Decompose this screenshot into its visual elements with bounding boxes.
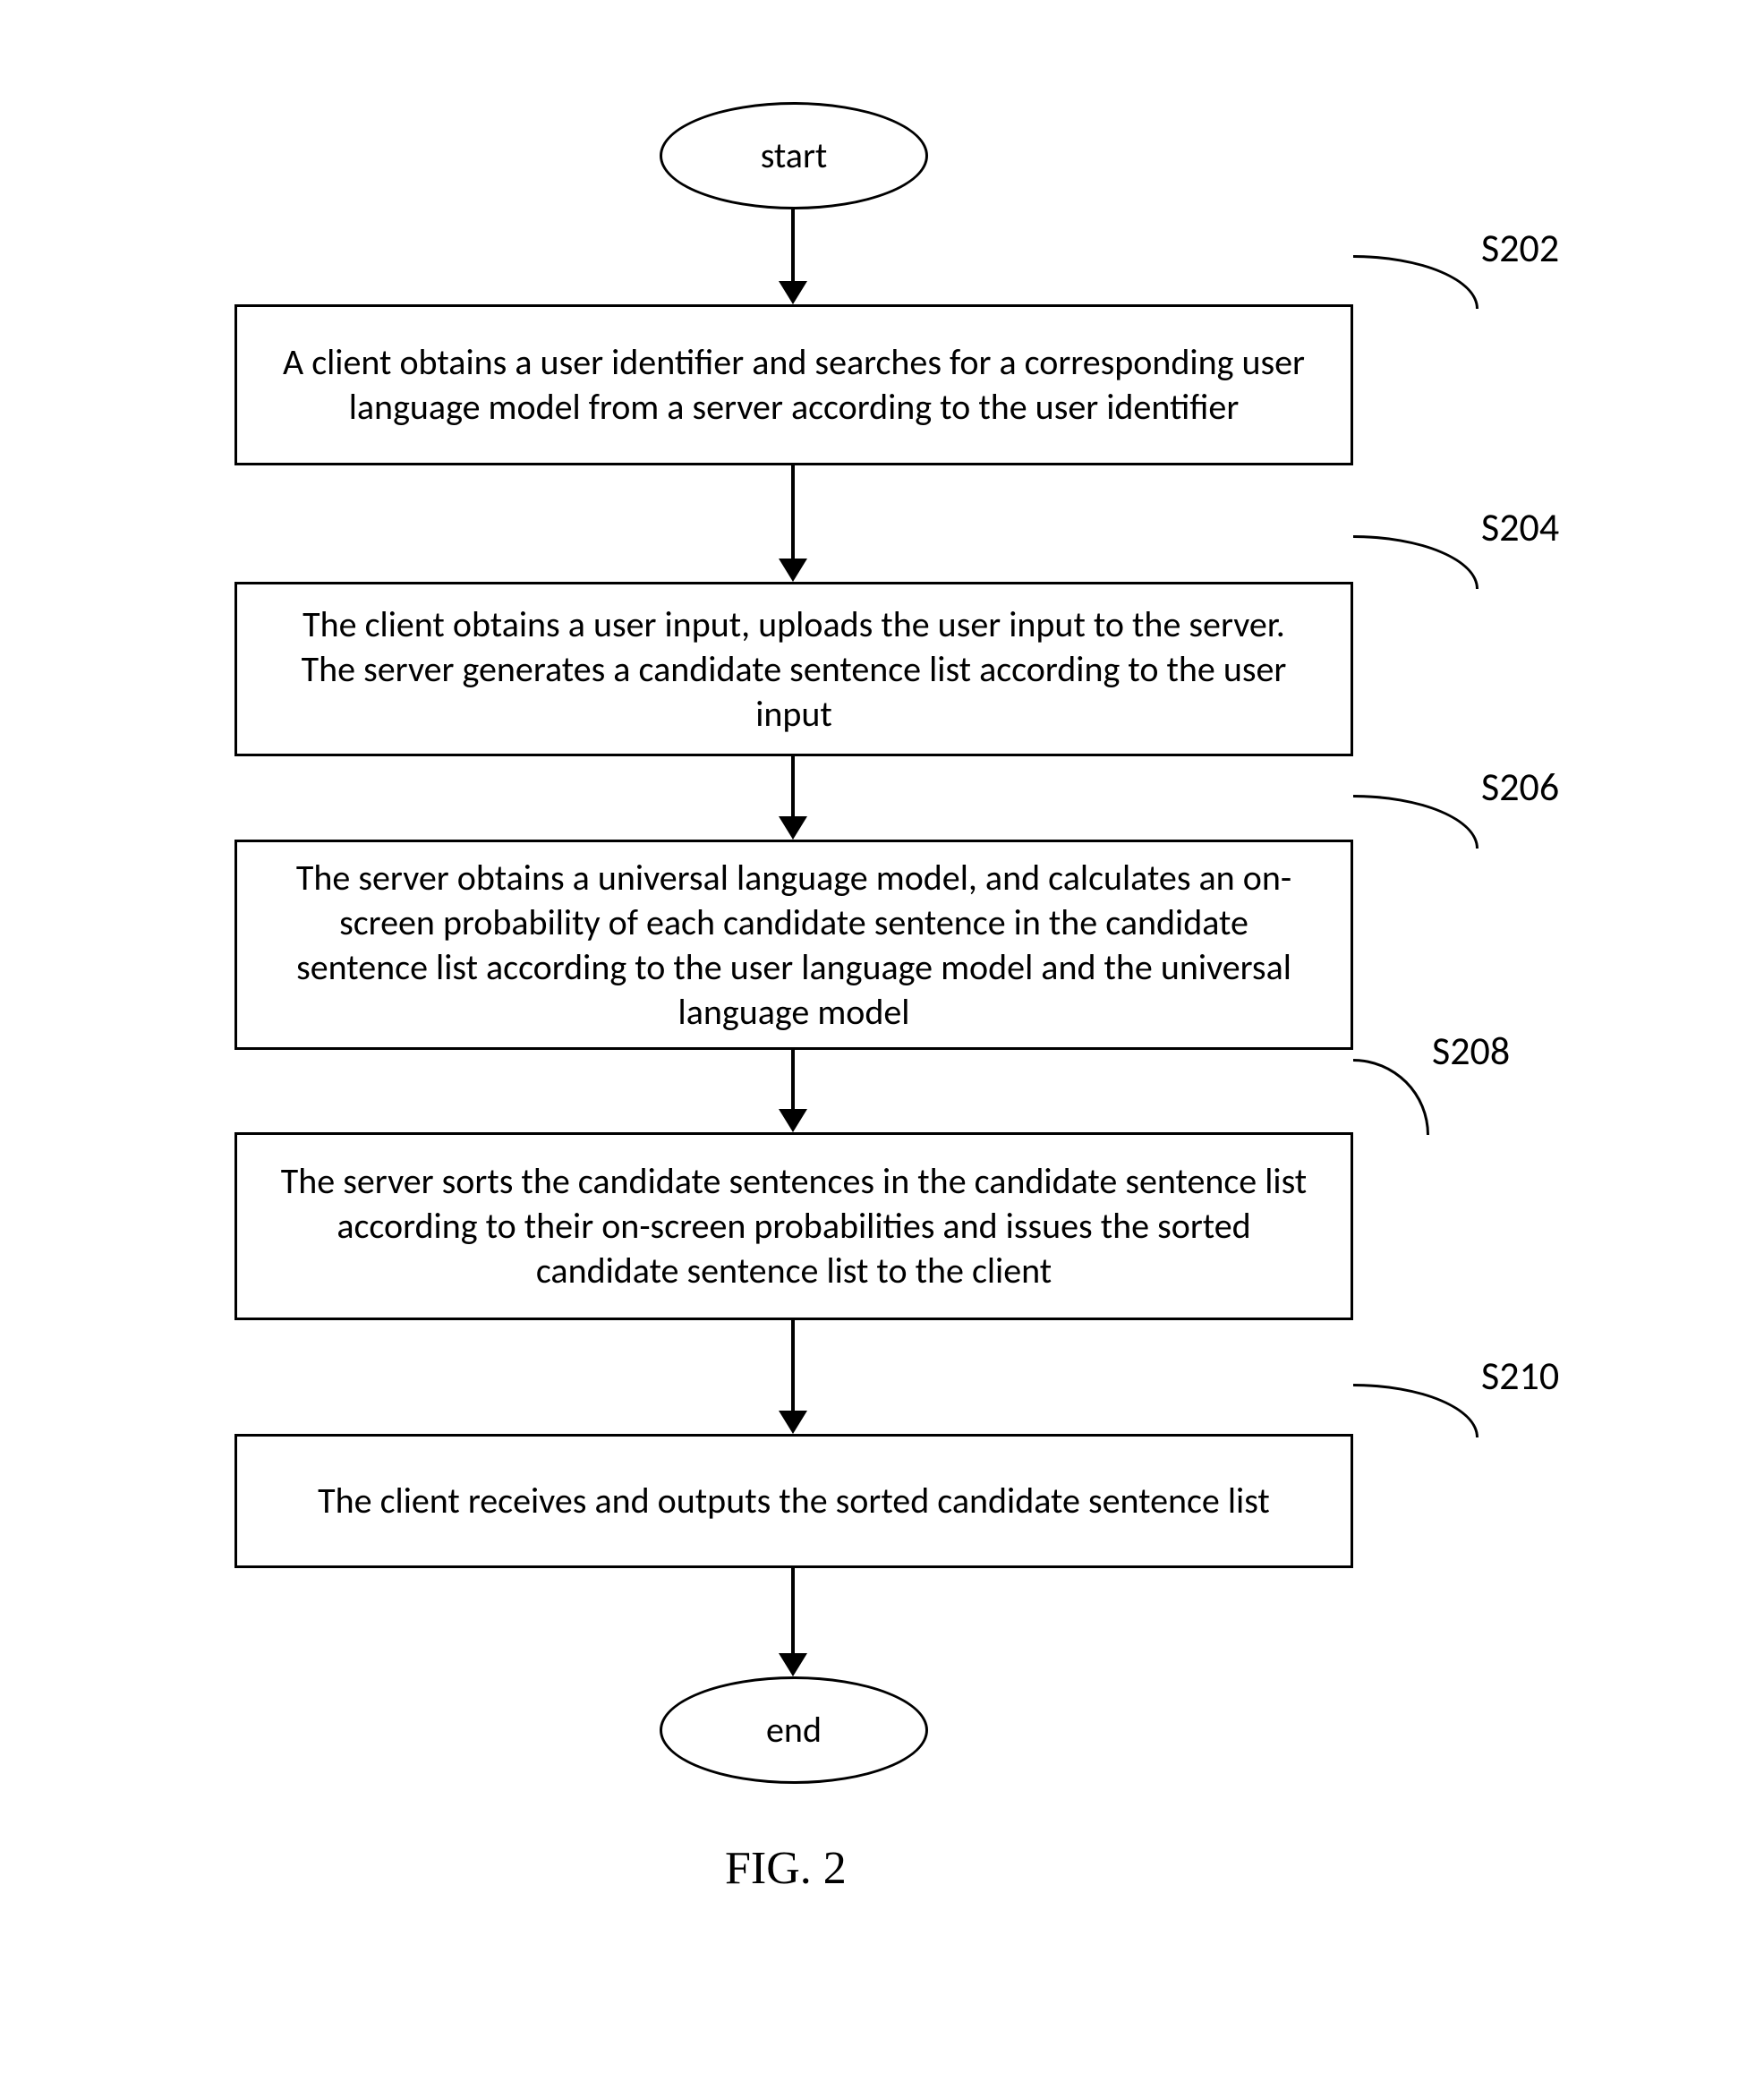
step-s206-box: The server obtains a universal language … [234, 840, 1353, 1050]
step-s206-label: S206 [1481, 763, 1559, 811]
callout-s208 [1353, 1059, 1429, 1135]
step-s210-label: S210 [1481, 1352, 1559, 1400]
callout-s210 [1353, 1384, 1479, 1437]
step-s208-box: The server sorts the candidate sentences… [234, 1132, 1353, 1320]
terminal-start: start [660, 102, 928, 209]
step-s210-box: The client receives and outputs the sort… [234, 1434, 1353, 1568]
figure-label: FIG. 2 [725, 1842, 847, 1895]
step-s202-label: S202 [1481, 224, 1559, 272]
terminal-end: end [660, 1676, 928, 1784]
callout-s204 [1353, 535, 1479, 589]
step-s204-text: The client obtains a user input, uploads… [273, 602, 1315, 737]
step-s204-label: S204 [1481, 503, 1559, 551]
step-s208-text: The server sorts the candidate sentences… [273, 1159, 1315, 1293]
terminal-end-text: end [766, 1708, 822, 1753]
step-s202-text: A client obtains a user identifier and s… [273, 340, 1315, 430]
callout-s206 [1353, 795, 1479, 849]
step-s208-label: S208 [1432, 1027, 1510, 1075]
step-s204-box: The client obtains a user input, uploads… [234, 582, 1353, 756]
step-s202-box: A client obtains a user identifier and s… [234, 304, 1353, 465]
step-s210-text: The client receives and outputs the sort… [318, 1479, 1270, 1523]
step-s206-text: The server obtains a universal language … [273, 856, 1315, 1035]
callout-s202 [1353, 255, 1479, 309]
terminal-start-text: start [761, 133, 828, 178]
